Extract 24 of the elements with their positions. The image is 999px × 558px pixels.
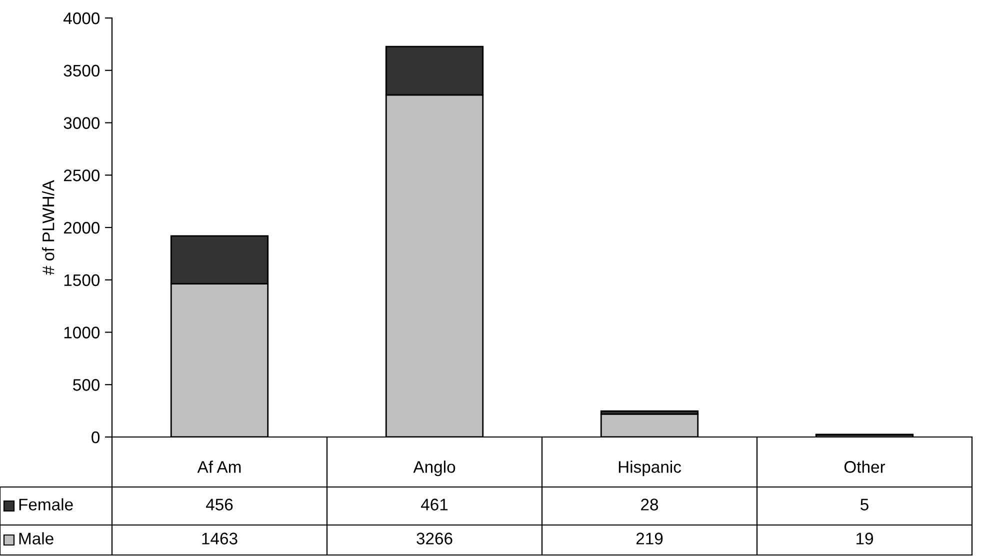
data-label: 456 xyxy=(206,498,233,510)
x-tick-label: Af Am xyxy=(197,460,241,473)
y-tick-label: 1500 xyxy=(64,274,100,286)
y-tick-label: 2000 xyxy=(64,222,100,234)
data-label: 461 xyxy=(420,498,448,510)
y-tick-label: 500 xyxy=(73,379,100,391)
y-tick-label: 0 xyxy=(92,431,100,444)
data-label: 5 xyxy=(860,498,868,510)
data-label: 219 xyxy=(636,532,663,544)
legend-label: Male xyxy=(19,532,54,544)
y-tick-label: 4000 xyxy=(64,12,100,24)
data-label: 1463 xyxy=(202,532,238,544)
y-tick-label: 3000 xyxy=(64,117,100,129)
y-tick-label: 1000 xyxy=(64,326,100,338)
x-tick-label: Other xyxy=(844,460,886,473)
data-label: 3266 xyxy=(416,532,452,544)
y-tick-label: 2500 xyxy=(64,170,100,182)
x-tick-label: Anglo xyxy=(413,460,456,476)
y-tick-label: 3500 xyxy=(64,64,100,77)
legend-label: Female xyxy=(19,498,73,510)
data-label: 28 xyxy=(641,498,658,510)
data-label: 19 xyxy=(856,532,873,544)
x-tick-label: Hispanic xyxy=(618,460,682,476)
y-axis-title: # of PLWH/A xyxy=(42,180,54,275)
